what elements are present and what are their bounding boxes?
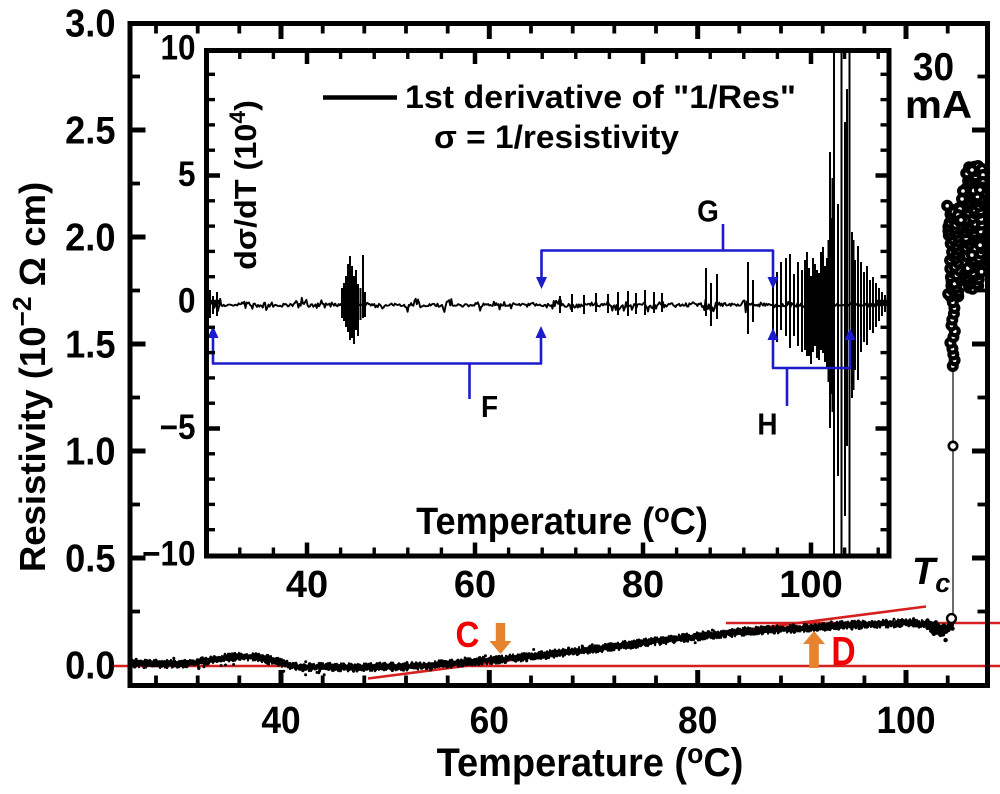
svg-text:30: 30 (913, 46, 954, 89)
svg-text:5: 5 (178, 156, 196, 195)
svg-text:60: 60 (454, 564, 496, 606)
svg-text:dσ/dT (104): dσ/dT (104) (225, 100, 262, 270)
svg-text:0: 0 (178, 282, 196, 321)
svg-text:3.0: 3.0 (65, 1, 115, 44)
svg-text:40: 40 (261, 699, 300, 741)
svg-text:σ = 1/resistivity: σ = 1/resistivity (434, 119, 679, 155)
svg-text:10: 10 (160, 29, 195, 68)
svg-text:H: H (757, 407, 777, 442)
svg-text:1st derivative of "1/Res": 1st derivative of "1/Res" (405, 79, 796, 115)
svg-text:F: F (481, 390, 498, 425)
svg-text:mA: mA (905, 82, 972, 126)
svg-text:40: 40 (286, 564, 328, 606)
svg-text:2.0: 2.0 (65, 215, 115, 258)
svg-text:1.5: 1.5 (65, 322, 115, 365)
svg-text:D: D (831, 628, 855, 674)
svg-text:80: 80 (622, 564, 664, 606)
svg-text:−5: −5 (160, 409, 196, 448)
svg-text:G: G (697, 194, 719, 229)
svg-text:Resistivity (10−2 Ω cm): Resistivity (10−2 Ω cm) (7, 182, 53, 572)
svg-text:0.0: 0.0 (65, 643, 115, 686)
svg-text:0.5: 0.5 (65, 536, 115, 579)
svg-text:−10: −10 (142, 535, 195, 574)
svg-text:100: 100 (877, 699, 936, 741)
svg-text:100: 100 (779, 564, 842, 606)
svg-text:1.0: 1.0 (65, 429, 115, 472)
svg-text:2.5: 2.5 (65, 108, 115, 151)
svg-text:80: 80 (678, 699, 717, 741)
svg-text:C: C (456, 616, 480, 656)
svg-text:60: 60 (470, 699, 509, 741)
